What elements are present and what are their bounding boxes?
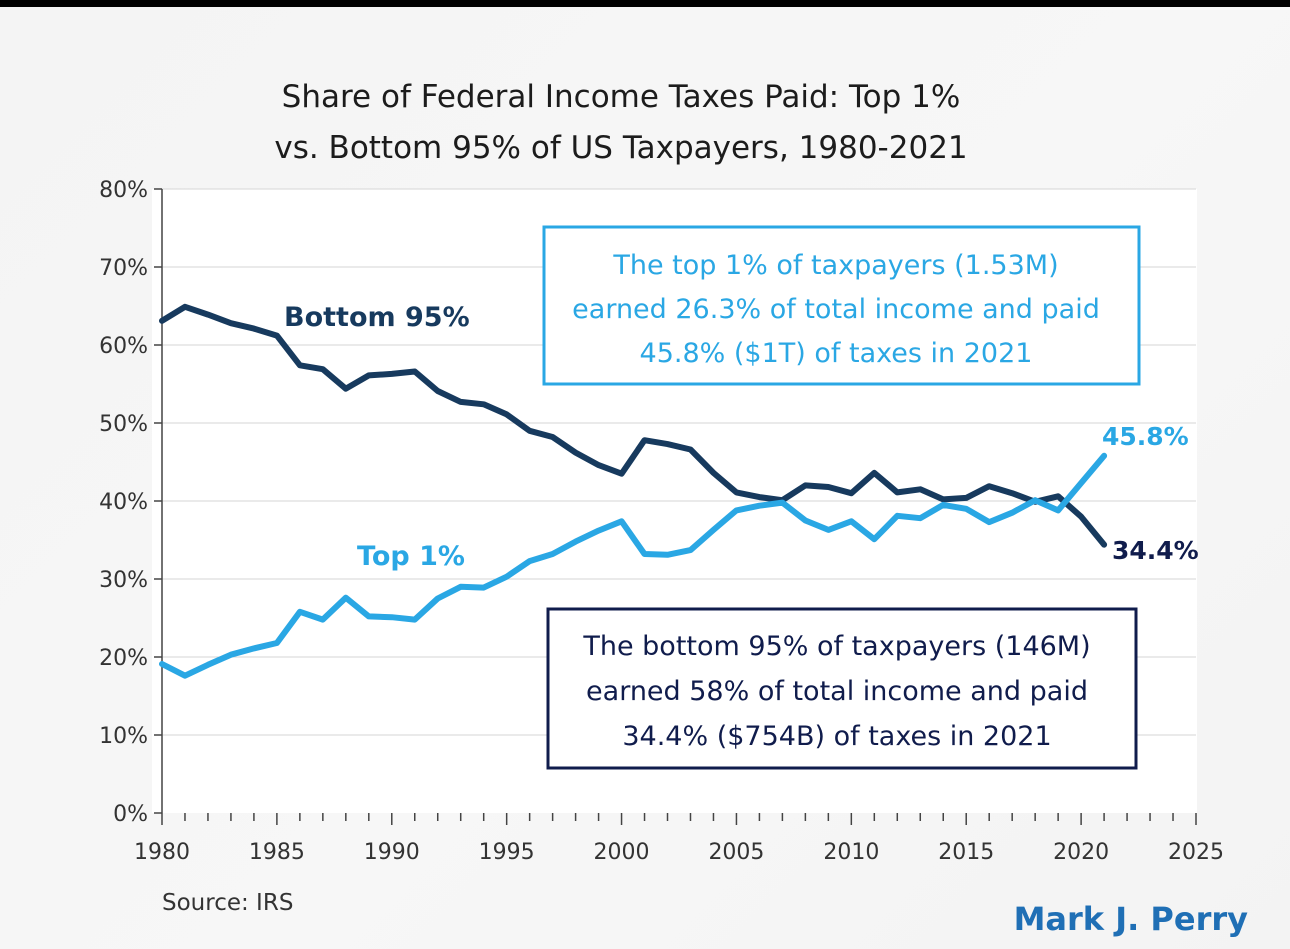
x-tick-label-2010: 2010 (823, 840, 879, 865)
top-black-bar (0, 0, 1290, 7)
author-signature: Mark J. Perry (1014, 900, 1249, 938)
annotation-bottom-95: The bottom 95% of taxpayers (146M) earne… (546, 607, 1138, 770)
annotation-top-1: The top 1% of taxpayers (1.53M) earned 2… (542, 225, 1141, 386)
chart-title-line-1: Share of Federal Income Taxes Paid: Top … (282, 79, 961, 115)
series-label-bottom-95: Bottom 95% (284, 302, 470, 333)
source-note: Source: IRS (162, 890, 293, 916)
end-label-top-1: 45.8% (1102, 422, 1189, 451)
series-lines (159, 303, 1108, 679)
x-tick-label-1990: 1990 (364, 840, 420, 865)
x-tick-label-2000: 2000 (594, 840, 650, 865)
series-line-top-1 (159, 452, 1108, 679)
y-tick-label-60: 60% (99, 334, 148, 359)
x-tick-label-1980: 1980 (134, 840, 190, 865)
x-tick-label-2005: 2005 (708, 840, 764, 865)
y-tick-label-10: 10% (99, 724, 148, 749)
series-labels: Bottom 95% Top 1% 34.4% 45.8% (284, 302, 1199, 572)
end-label-bottom-95: 34.4% (1112, 536, 1199, 565)
axes: 0% 10% 20% 30% 40% 50% 60% 70% 80% 1980 1985 1990 19… (99, 178, 1224, 865)
x-tick-label-2025: 2025 (1168, 840, 1224, 865)
x-tick-label-1985: 1985 (249, 840, 305, 865)
y-tick-label-40: 40% (99, 490, 148, 515)
annotation-box-top-1 (542, 225, 1141, 386)
x-tick-label-2015: 2015 (938, 840, 994, 865)
annotation-top-1-line-1: The top 1% of taxpayers (1.53M) (612, 250, 1058, 281)
y-tick-label-0: 0% (113, 802, 148, 827)
annotation-bottom-95-line-1: The bottom 95% of taxpayers (146M) (582, 631, 1090, 662)
y-tick-label-20: 20% (99, 646, 148, 671)
chart-title: Share of Federal Income Taxes Paid: Top … (274, 79, 967, 166)
series-line-bottom-95 (159, 303, 1108, 548)
y-tick-label-50: 50% (99, 412, 148, 437)
annotation-box-bottom-95 (546, 607, 1138, 770)
series-label-top-1: Top 1% (357, 541, 465, 572)
annotation-top-1-line-2: earned 26.3% of total income and paid (572, 294, 1100, 325)
y-tick-label-80: 80% (99, 178, 148, 203)
x-tick-label-1995: 1995 (479, 840, 535, 865)
x-tick-label-2020: 2020 (1053, 840, 1109, 865)
y-tick-label-30: 30% (99, 568, 148, 593)
chart-title-line-2: vs. Bottom 95% of US Taxpayers, 1980-202… (274, 130, 967, 166)
y-tick-label-70: 70% (99, 256, 148, 281)
annotation-bottom-95-line-2: earned 58% of total income and paid (586, 676, 1088, 707)
annotation-bottom-95-line-3: 34.4% ($754B) of taxes in 2021 (622, 721, 1051, 752)
annotation-top-1-line-3: 45.8% ($1T) of taxes in 2021 (640, 338, 1033, 369)
